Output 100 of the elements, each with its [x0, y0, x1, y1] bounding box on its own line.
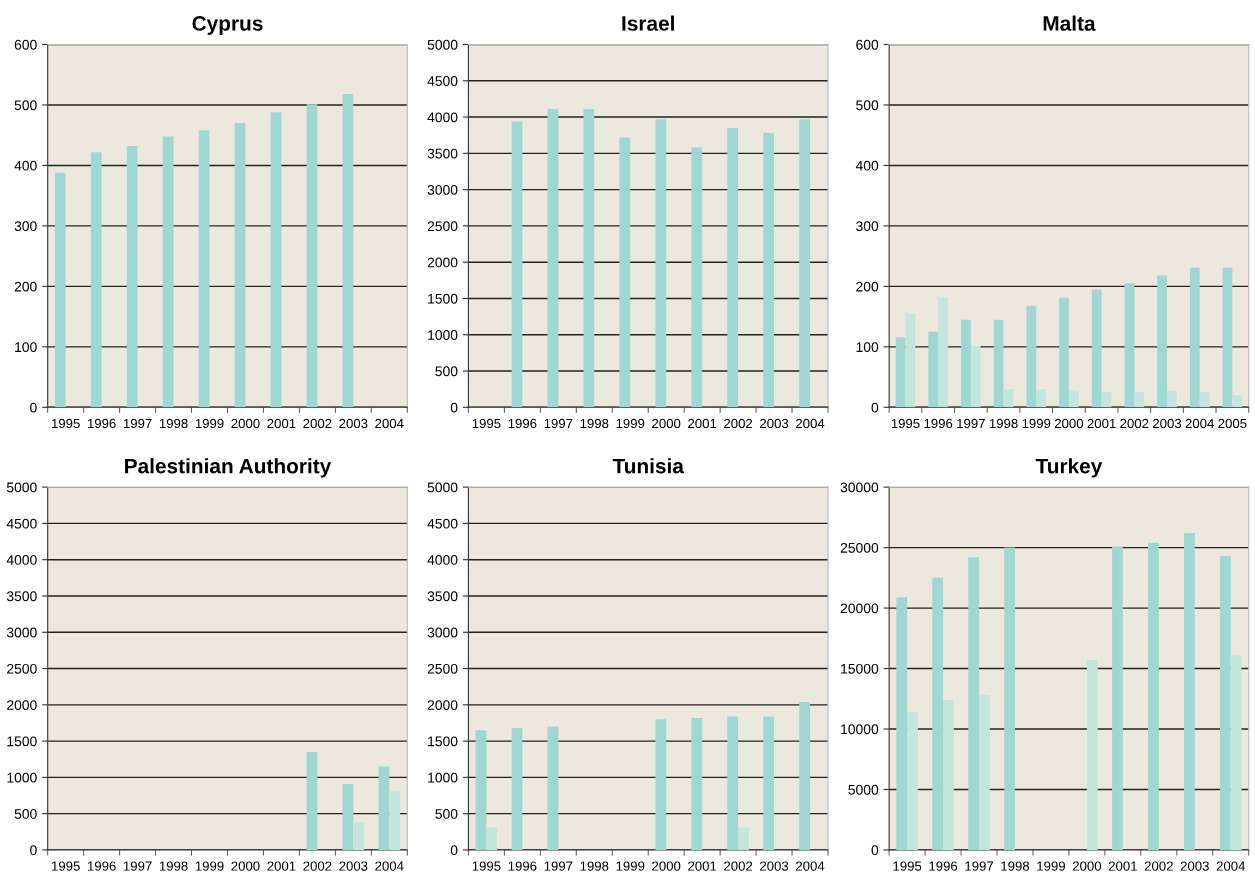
y-tick-label: 1500 — [428, 736, 458, 747]
bar — [1124, 283, 1135, 408]
y-tick-label: 1500 — [7, 736, 37, 747]
x-tick-label: 2000 — [652, 418, 681, 429]
bar — [738, 827, 749, 850]
y-tick-label: 1000 — [428, 772, 458, 783]
y-tick-label: 500 — [14, 100, 37, 111]
bar — [270, 112, 282, 408]
x-tick-label: 1999 — [1022, 418, 1051, 429]
x-tick-label: 1997 — [544, 418, 573, 429]
bar — [126, 146, 138, 408]
y-tick-label: 100 — [15, 342, 37, 353]
y-tick-label: 5000 — [427, 39, 458, 50]
y-tick-label: 300 — [856, 221, 879, 232]
bar — [1222, 267, 1233, 408]
x-tick-label: 1998 — [580, 861, 609, 871]
bar — [583, 109, 595, 408]
x-tick-label: 1995 — [472, 418, 501, 429]
x-tick-label: 2001 — [267, 861, 296, 871]
bar — [961, 319, 971, 408]
bar — [655, 119, 667, 408]
x-tick-label: 2001 — [267, 418, 296, 429]
y-tick-label: 200 — [856, 281, 879, 292]
y-tick-label: 3000 — [6, 627, 37, 638]
x-tick-label: 1999 — [195, 861, 224, 871]
x-tick-label: 2004 — [1185, 418, 1214, 429]
chart-title: Tunisia — [612, 458, 685, 474]
bar — [342, 94, 354, 408]
bar — [54, 172, 66, 408]
bar — [378, 766, 390, 850]
y-tick-label: 10000 — [841, 724, 879, 735]
bar — [763, 716, 775, 850]
bar — [691, 717, 703, 850]
y-tick-label: 2000 — [7, 700, 37, 710]
x-tick-label: 2002 — [724, 418, 753, 429]
bar — [943, 699, 954, 850]
x-tick-label: 2004 — [375, 861, 404, 871]
y-tick-label: 3500 — [427, 148, 458, 159]
bar — [1004, 547, 1015, 850]
y-tick-label: 5000 — [6, 482, 37, 493]
bar — [727, 716, 739, 850]
x-tick-label: 1996 — [87, 418, 116, 429]
y-tick-label: 4500 — [6, 518, 37, 529]
x-tick-label: 1997 — [965, 861, 994, 871]
x-tick-label: 2000 — [1072, 861, 1102, 871]
bar — [691, 147, 703, 408]
bar — [1026, 305, 1037, 408]
y-tick-label: 2500 — [427, 221, 458, 232]
chart-title: Malta — [1043, 15, 1096, 31]
y-tick-label: 4000 — [427, 112, 458, 123]
x-tick-label: 2005 — [1218, 418, 1247, 429]
x-tick-label: 2002 — [724, 861, 753, 871]
bar — [1232, 395, 1243, 408]
chart-title: Palestinian Authority — [125, 458, 332, 478]
x-tick-label: 2003 — [1180, 861, 1209, 871]
bar — [353, 822, 365, 850]
bar — [1112, 546, 1123, 850]
bar — [763, 133, 775, 408]
bar — [486, 827, 498, 850]
bar — [475, 730, 487, 850]
y-tick-label: 1500 — [428, 293, 458, 304]
bar — [905, 313, 916, 408]
y-tick-label: 0 — [871, 845, 879, 856]
x-tick-label: 1995 — [893, 861, 922, 871]
x-tick-label: 1997 — [957, 418, 985, 429]
x-tick-label: 1999 — [195, 418, 224, 429]
x-tick-label: 1997 — [544, 861, 573, 871]
chart-title: Cyprus — [192, 16, 263, 35]
x-tick-label: 1995 — [472, 861, 501, 871]
bar — [1086, 660, 1098, 850]
x-tick-label: 2003 — [339, 861, 368, 871]
bar — [162, 136, 174, 408]
y-tick-label: 3500 — [427, 591, 458, 602]
y-tick-label: 600 — [856, 39, 879, 50]
x-tick-label: 1998 — [1001, 861, 1030, 871]
y-tick-label: 5000 — [427, 482, 458, 493]
bar — [1189, 267, 1200, 408]
bar — [547, 726, 559, 850]
x-tick-label: 1995 — [52, 418, 80, 429]
bar — [234, 123, 246, 408]
y-tick-label: 3500 — [6, 591, 37, 602]
bar — [928, 331, 939, 408]
bar — [1101, 392, 1112, 408]
bar — [907, 712, 918, 850]
x-tick-label: 2002 — [1144, 861, 1173, 871]
x-tick-label: 2004 — [796, 861, 825, 871]
bar — [1199, 392, 1210, 408]
bar — [932, 577, 944, 850]
chart-title: Israel — [622, 15, 674, 31]
y-tick-label: 500 — [435, 366, 458, 377]
y-tick-label: 30000 — [840, 482, 879, 493]
x-tick-label: 1996 — [929, 861, 958, 871]
bar — [1167, 390, 1177, 408]
bar — [1068, 390, 1079, 408]
bar — [1059, 297, 1069, 408]
y-tick-label: 400 — [855, 160, 879, 171]
y-tick-label: 2000 — [427, 700, 458, 710]
x-tick-label: 1998 — [580, 418, 609, 429]
x-tick-label: 1998 — [989, 418, 1018, 429]
x-tick-label: 2002 — [303, 418, 332, 429]
